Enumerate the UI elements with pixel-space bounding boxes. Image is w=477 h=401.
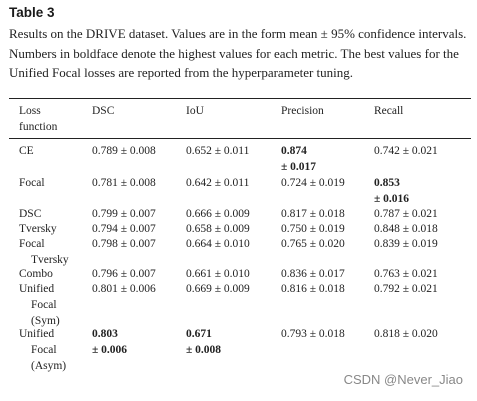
cell-recall-tversky: 0.848 ± 0.018	[374, 223, 438, 235]
cell-precision-unified-asym: 0.793 ± 0.018	[281, 328, 345, 340]
header-dsc: DSC	[92, 105, 115, 117]
cell-precision-combo: 0.836 ± 0.017	[281, 268, 345, 280]
table-top-rule	[9, 98, 471, 99]
cell-dsc-ce: 0.789 ± 0.008	[92, 145, 156, 157]
best-recall-mean: 0.853	[374, 177, 400, 189]
best-dsc-ci: ± 0.006	[92, 344, 128, 356]
cell-dsc-focal: 0.781 ± 0.008	[92, 177, 156, 189]
header-iou: IoU	[186, 105, 204, 117]
cell-recall-focal-tversky: 0.839 ± 0.019	[374, 238, 438, 250]
cell-precision-ce-best: 0.874 ± 0.017	[281, 143, 316, 175]
cell-dsc-combo: 0.796 ± 0.007	[92, 268, 156, 280]
best-precision-mean: 0.874	[281, 145, 307, 157]
row-name-unified-focal-asym: Unified Focal (Asym)	[19, 326, 66, 374]
header-loss-word: Loss	[19, 105, 41, 117]
cell-dsc-focal-tversky: 0.798 ± 0.007	[92, 238, 156, 250]
cell-dsc-unified-sym: 0.801 ± 0.006	[92, 283, 156, 295]
header-loss-function: Loss function	[19, 103, 57, 135]
cell-recall-ce: 0.742 ± 0.021	[374, 145, 438, 157]
cell-iou-combo: 0.661 ± 0.010	[186, 268, 250, 280]
cell-iou-dsc: 0.666 ± 0.009	[186, 208, 250, 220]
cell-precision-tversky: 0.750 ± 0.019	[281, 223, 345, 235]
cell-recall-unified-asym: 0.818 ± 0.020	[374, 328, 438, 340]
focal-tversky-line2: Tversky	[31, 254, 69, 266]
unified-asym-line1: Unified	[19, 328, 55, 340]
row-name-ce: CE	[19, 145, 34, 157]
cell-dsc-unified-asym-best: 0.803 ± 0.006	[92, 326, 127, 358]
unified-sym-line1: Unified	[19, 283, 55, 295]
row-name-unified-focal-sym: Unified Focal (Sym)	[19, 281, 60, 329]
cell-recall-combo: 0.763 ± 0.021	[374, 268, 438, 280]
row-name-combo: Combo	[19, 268, 53, 280]
cell-iou-unified-asym-best: 0.671 ± 0.008	[186, 326, 221, 358]
cell-iou-unified-sym: 0.669 ± 0.009	[186, 283, 250, 295]
cell-iou-focal-tversky: 0.664 ± 0.010	[186, 238, 250, 250]
cell-precision-unified-sym: 0.816 ± 0.018	[281, 283, 345, 295]
cell-recall-unified-sym: 0.792 ± 0.021	[374, 283, 438, 295]
cell-iou-ce: 0.652 ± 0.011	[186, 145, 250, 157]
cell-iou-focal: 0.642 ± 0.011	[186, 177, 250, 189]
row-name-focal-tversky: Focal Tversky	[19, 236, 69, 268]
unified-asym-line2: Focal	[31, 344, 57, 356]
header-recall: Recall	[374, 105, 404, 117]
best-precision-ci: ± 0.017	[281, 161, 317, 173]
row-name-focal: Focal	[19, 177, 45, 189]
unified-sym-line3: (Sym)	[31, 315, 60, 327]
header-function-word: function	[19, 121, 58, 133]
best-iou-ci: ± 0.008	[186, 344, 222, 356]
table-title: Table 3	[9, 5, 55, 20]
unified-sym-line2: Focal	[31, 299, 57, 311]
cell-dsc-tversky: 0.794 ± 0.007	[92, 223, 156, 235]
unified-asym-line3: (Asym)	[31, 360, 67, 372]
cell-precision-focal-tversky: 0.765 ± 0.020	[281, 238, 345, 250]
row-name-tversky: Tversky	[19, 223, 57, 235]
cell-recall-dsc: 0.787 ± 0.021	[374, 208, 438, 220]
header-precision: Precision	[281, 105, 324, 117]
cell-precision-focal: 0.724 ± 0.019	[281, 177, 345, 189]
table-caption: Results on the DRIVE dataset. Values are…	[9, 26, 467, 80]
best-dsc-mean: 0.803	[92, 328, 118, 340]
watermark-text: CSDN @Never_Jiao	[343, 372, 463, 387]
best-recall-ci: ± 0.016	[374, 193, 410, 205]
row-name-dsc: DSC	[19, 208, 42, 220]
cell-dsc-dsc: 0.799 ± 0.007	[92, 208, 156, 220]
cell-precision-dsc: 0.817 ± 0.018	[281, 208, 345, 220]
cell-recall-focal-best: 0.853 ± 0.016	[374, 175, 409, 207]
best-iou-mean: 0.671	[186, 328, 212, 340]
cell-iou-tversky: 0.658 ± 0.009	[186, 223, 250, 235]
focal-tversky-line1: Focal	[19, 238, 45, 250]
table-header-rule	[9, 138, 471, 139]
